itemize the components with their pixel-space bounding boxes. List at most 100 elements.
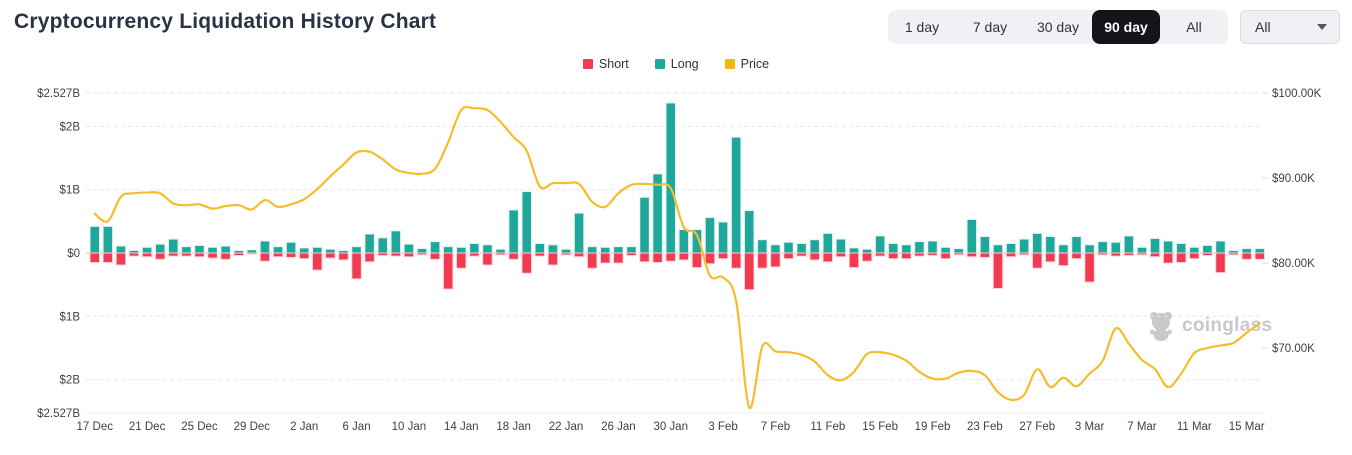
short-swatch-icon (582, 59, 593, 69)
long-bar (1110, 241, 1122, 254)
short-bar (626, 252, 637, 257)
svg-text:15 Feb: 15 Feb (862, 421, 898, 433)
long-bar (89, 225, 100, 254)
short-bar (613, 252, 624, 264)
legend-label-price: Price (740, 57, 770, 71)
short-bar (1018, 252, 1030, 256)
range-button-all[interactable]: All (1160, 10, 1228, 44)
svg-text:$2B: $2B (60, 375, 81, 387)
range-button-30-day[interactable]: 30 day (1024, 10, 1092, 44)
svg-text:26 Jan: 26 Jan (601, 421, 636, 433)
page-title: Cryptocurrency Liquidation History Chart (14, 10, 437, 33)
short-bar (652, 252, 663, 263)
long-bar (259, 240, 271, 254)
price-line (93, 105, 1261, 409)
short-bar (1110, 252, 1122, 257)
svg-text:15 Mar: 15 Mar (1229, 421, 1265, 433)
short-bar (1136, 252, 1148, 256)
short-bar (495, 252, 506, 256)
long-bar (1202, 244, 1213, 254)
long-bar (102, 225, 114, 254)
short-bar (1175, 252, 1187, 263)
long-bar (927, 240, 938, 254)
long-bar (953, 248, 964, 254)
long-bar (639, 196, 650, 254)
long-swatch-icon (654, 59, 665, 69)
liquidation-bars[interactable] (89, 102, 1266, 291)
short-bar (442, 252, 454, 290)
short-bar (1045, 252, 1056, 263)
short-bar (639, 252, 650, 263)
svg-text:$70.00K: $70.00K (1272, 343, 1315, 355)
svg-text:27 Feb: 27 Feb (1019, 421, 1055, 433)
long-bar (796, 243, 807, 254)
long-bar (874, 235, 886, 254)
long-bar (429, 241, 441, 254)
long-bar (1123, 235, 1135, 254)
chart-legend: Short Long Price (0, 57, 1352, 71)
long-bar (521, 191, 532, 254)
svg-text:17 Dec: 17 Dec (77, 421, 114, 433)
short-bar (194, 252, 205, 258)
legend-item-price[interactable]: Price (724, 57, 770, 71)
legend-item-long[interactable]: Long (654, 57, 699, 71)
short-bar (560, 252, 572, 256)
long-bar (495, 248, 506, 254)
short-bar (848, 252, 860, 269)
svg-text:$80.00K: $80.00K (1272, 258, 1315, 270)
coin-filter-dropdown[interactable]: All (1240, 10, 1340, 44)
short-bar (678, 252, 690, 261)
short-bar (1162, 252, 1174, 264)
short-bar (1241, 252, 1252, 260)
long-bar (730, 136, 742, 254)
svg-text:3 Mar: 3 Mar (1075, 421, 1105, 433)
short-bar (730, 252, 742, 269)
long-bar (1018, 238, 1030, 254)
long-bar (1254, 248, 1266, 254)
short-bar (966, 252, 978, 258)
long-bar (770, 244, 781, 254)
svg-text:6 Jan: 6 Jan (342, 421, 370, 433)
legend-label-short: Short (598, 57, 629, 71)
short-bar (298, 252, 310, 260)
short-bar (429, 252, 441, 260)
short-bar (1071, 252, 1082, 260)
short-bar (665, 252, 676, 262)
short-bar (992, 252, 1004, 289)
long-bar (848, 247, 860, 254)
range-button-1-day[interactable]: 1 day (888, 10, 956, 44)
price-swatch-icon (724, 59, 735, 69)
svg-text:11 Mar: 11 Mar (1177, 421, 1212, 433)
legend-item-short[interactable]: Short (582, 57, 629, 71)
short-bar (168, 252, 179, 257)
short-bar (102, 252, 114, 263)
long-bar (573, 212, 585, 254)
svg-text:29 Dec: 29 Dec (234, 421, 271, 433)
long-bar (456, 246, 467, 254)
short-bar (927, 252, 938, 257)
long-bar (1189, 246, 1200, 254)
svg-text:22 Jan: 22 Jan (549, 421, 584, 433)
short-bar (783, 252, 794, 260)
svg-text:23 Feb: 23 Feb (967, 421, 1003, 433)
long-bar (482, 244, 493, 254)
long-bar (560, 248, 572, 254)
short-bar (469, 252, 480, 257)
svg-text:2 Jan: 2 Jan (290, 421, 318, 433)
long-bar (1175, 243, 1187, 254)
svg-text:$1B: $1B (60, 311, 81, 323)
left-axis-labels: $2.527B $2B $1B $0 $1B $2B $2.527B (37, 88, 80, 420)
long-bar (966, 218, 978, 254)
long-bar (613, 246, 624, 254)
range-button-90-day[interactable]: 90 day (1092, 10, 1160, 44)
long-bar (861, 248, 873, 254)
coin-filter-value: All (1255, 19, 1271, 35)
long-bar (154, 243, 166, 254)
svg-text:19 Feb: 19 Feb (915, 421, 951, 433)
range-button-7-day[interactable]: 7 day (956, 10, 1024, 44)
svg-text:$2B: $2B (60, 121, 81, 133)
short-bar (312, 252, 323, 271)
short-bar (1084, 252, 1095, 283)
short-bar (521, 252, 532, 274)
